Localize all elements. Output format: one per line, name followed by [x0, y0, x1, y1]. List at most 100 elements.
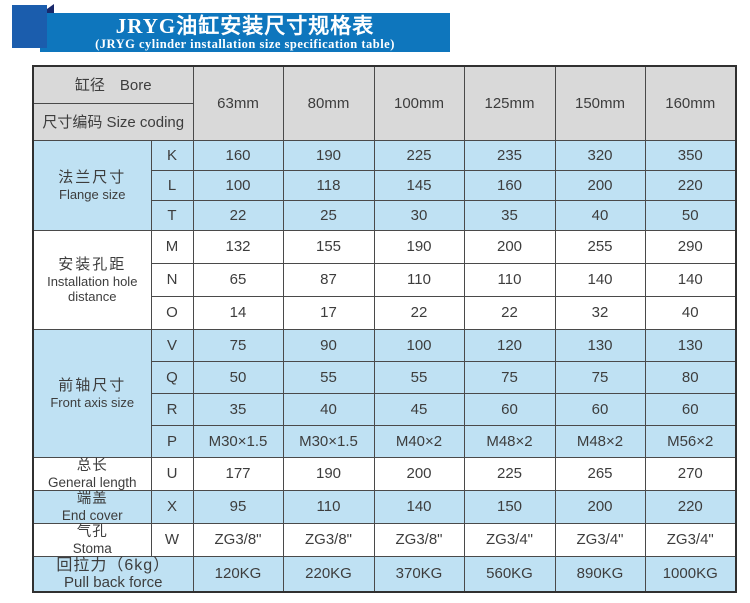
- cell-value: M48×2: [554, 424, 646, 458]
- banner-accent-square: [12, 5, 47, 48]
- cell-value: 890KG: [554, 555, 646, 592]
- cell-value: 235: [463, 139, 556, 171]
- cell-value: 225: [463, 456, 556, 491]
- row-code: P: [150, 424, 194, 458]
- table-row-Q: Q 50 55 55 75 75 80: [33, 360, 737, 394]
- cell-value: 40: [554, 199, 646, 231]
- row-code: W: [150, 522, 194, 557]
- cell-value: 22: [192, 199, 284, 231]
- cell-value: 60: [463, 392, 556, 426]
- row-code: V: [150, 328, 194, 362]
- cell-value: 17: [282, 295, 375, 330]
- cell-value: 35: [192, 392, 284, 426]
- title-banner: JRYG油缸安装尺寸规格表 (JRYG cylinder installatio…: [40, 13, 450, 52]
- cell-value: 200: [373, 456, 465, 491]
- column-header-100mm: 100mm: [373, 65, 465, 141]
- group-label-en: Front axis size: [50, 394, 135, 410]
- cell-value: 45: [373, 392, 465, 426]
- group-label-zh: 法兰尺寸: [58, 168, 127, 186]
- row-code: X: [150, 489, 194, 524]
- row-code: T: [150, 199, 194, 231]
- cell-value: 290: [644, 229, 737, 264]
- cell-value: 190: [373, 229, 465, 264]
- row-code: K: [150, 139, 194, 171]
- cell-value: 110: [282, 489, 375, 524]
- cell-value: 95: [192, 489, 284, 524]
- cell-value: 75: [192, 328, 284, 362]
- cell-value: 87: [282, 262, 375, 297]
- group-label-en: Stoma: [72, 540, 112, 556]
- cell-value: 190: [282, 456, 375, 491]
- group-label-en: General length: [47, 474, 137, 490]
- column-header-125mm: 125mm: [463, 65, 556, 141]
- cell-value: 110: [373, 262, 465, 297]
- cell-value: 200: [554, 489, 646, 524]
- cell-value: 1000KG: [644, 555, 737, 592]
- group-label-zh: 端盖: [76, 490, 108, 507]
- group-label-zh: 气孔: [76, 523, 108, 540]
- cell-value: 560KG: [463, 555, 556, 592]
- row-code: U: [150, 456, 194, 491]
- page-subtitle: (JRYG cylinder installation size specifi…: [95, 36, 395, 51]
- cell-value: 100: [373, 328, 465, 362]
- table-row-O: O 14 17 22 22 32 40: [33, 295, 737, 330]
- cell-value: ZG3/4": [463, 522, 556, 557]
- group-label-zh: 总长: [76, 457, 108, 474]
- group-label-installation-hole-distance: 安装孔距 Installation hole distance: [32, 229, 152, 330]
- column-header-150mm: 150mm: [554, 65, 646, 141]
- cell-value: 265: [554, 456, 646, 491]
- group-label-stoma: 气孔 Stoma: [32, 522, 152, 557]
- cell-value: 75: [554, 360, 646, 394]
- cell-value: ZG3/8": [282, 522, 375, 557]
- cell-value: 220: [644, 489, 737, 524]
- cell-value: 80: [644, 360, 737, 394]
- group-label-en: Installation hole distance: [47, 273, 138, 304]
- banner-fold-triangle: [40, 4, 54, 14]
- spec-table: 缸径 Bore 63mm 80mm 100mm 125mm 150mm 160m…: [32, 65, 737, 593]
- row-code: N: [150, 262, 194, 297]
- cell-value: M30×1.5: [282, 424, 375, 458]
- group-label-en: Pull back force: [64, 573, 163, 591]
- cell-value: 32: [554, 295, 646, 330]
- cell-value: 60: [554, 392, 646, 426]
- cell-value: 270: [644, 456, 737, 491]
- cell-value: 140: [644, 262, 737, 297]
- cell-value: 200: [554, 169, 646, 201]
- cell-value: 140: [373, 489, 465, 524]
- cell-value: 30: [373, 199, 465, 231]
- table-row-W: 气孔 Stoma W ZG3/8" ZG3/8" ZG3/8" ZG3/4" Z…: [32, 522, 737, 557]
- cell-value: 320: [554, 139, 646, 171]
- cell-value: 14: [192, 295, 284, 330]
- cell-value: 118: [282, 169, 375, 201]
- cell-value: 255: [554, 229, 646, 264]
- cell-value: 200: [463, 229, 556, 264]
- cell-value: 55: [282, 360, 375, 394]
- column-header-160mm: 160mm: [644, 65, 737, 141]
- column-header-63mm: 63mm: [192, 65, 284, 141]
- cell-value: 225: [373, 139, 465, 171]
- table-row-P: P M30×1.5 M30×1.5 M40×2 M48×2 M48×2 M56×…: [33, 424, 737, 458]
- cell-value: 145: [373, 169, 465, 201]
- cell-value: 22: [463, 295, 556, 330]
- group-label-en: Flange size: [59, 186, 126, 202]
- cell-value: 140: [554, 262, 646, 297]
- cell-value: 350: [644, 139, 737, 171]
- cell-value: ZG3/4": [644, 522, 737, 557]
- group-label-front-axis-size: 前轴尺寸 Front axis size: [32, 328, 152, 458]
- cell-value: 50: [644, 199, 737, 231]
- row-code: O: [150, 295, 194, 330]
- cell-value: 150: [463, 489, 556, 524]
- cell-value: 370KG: [373, 555, 465, 592]
- group-label-zh: 安装孔距: [58, 255, 127, 273]
- cell-value: 65: [192, 262, 284, 297]
- cell-value: 35: [463, 199, 556, 231]
- cell-value: 190: [282, 139, 375, 171]
- cell-value: 55: [373, 360, 465, 394]
- cell-value: 120: [463, 328, 556, 362]
- column-header-80mm: 80mm: [282, 65, 375, 141]
- cell-value: M30×1.5: [192, 424, 284, 458]
- cell-value: 177: [192, 456, 284, 491]
- cell-value: 130: [554, 328, 646, 362]
- group-label-zh: 前轴尺寸: [58, 376, 127, 394]
